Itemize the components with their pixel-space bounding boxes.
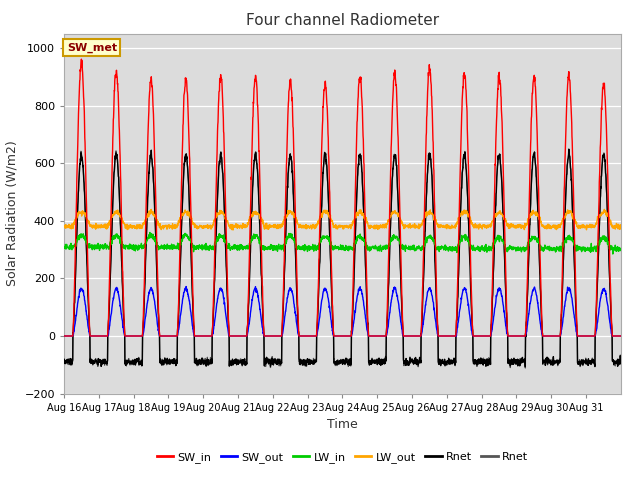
SW_out (236, 333, 244, 339)
Line: SW_out: SW_out (64, 287, 621, 336)
SW_out (376, 333, 384, 339)
Rnet (510, 356, 518, 361)
SW_in (236, 333, 244, 339)
Rnet (542, 357, 550, 363)
Rnet (522, 364, 529, 370)
Rnet (565, 147, 573, 153)
SW_out (116, 298, 124, 303)
Rnet (236, 358, 244, 364)
Line: LW_out: LW_out (64, 209, 621, 230)
Text: SW_met: SW_met (67, 43, 117, 53)
SW_in (510, 333, 518, 339)
Legend: SW_in, SW_out, LW_in, LW_out, Rnet, Rnet: SW_in, SW_out, LW_in, LW_out, Rnet, Rnet (152, 447, 532, 467)
LW_in (146, 229, 154, 235)
Title: Four channel Radiometer: Four channel Radiometer (246, 13, 439, 28)
LW_out (236, 224, 244, 229)
Rnet (60, 358, 68, 364)
Rnet (522, 365, 529, 371)
LW_out (60, 223, 68, 228)
Rnet (617, 358, 625, 363)
Rnet (236, 360, 244, 366)
SW_in (60, 333, 68, 339)
X-axis label: Time: Time (327, 418, 358, 431)
SW_out (60, 333, 68, 339)
LW_out (617, 225, 625, 231)
Rnet (617, 356, 625, 362)
Line: Rnet: Rnet (64, 149, 621, 367)
Rnet (376, 361, 383, 367)
Rnet (565, 146, 573, 152)
SW_out (617, 333, 625, 339)
SW_out (182, 284, 190, 289)
LW_out (609, 224, 617, 230)
SW_in (609, 333, 617, 339)
LW_out (600, 206, 608, 212)
LW_in (609, 248, 617, 253)
LW_in (116, 234, 124, 240)
Rnet (542, 358, 550, 363)
Rnet (510, 355, 518, 361)
SW_in (376, 333, 384, 339)
SW_out (510, 333, 518, 339)
LW_in (542, 243, 550, 249)
SW_in (116, 146, 124, 152)
SW_in (77, 56, 85, 62)
Rnet (376, 361, 383, 367)
Rnet (116, 199, 124, 204)
LW_out (542, 223, 550, 229)
Rnet (609, 358, 617, 364)
SW_in (542, 333, 550, 339)
LW_in (60, 244, 68, 250)
LW_in (617, 247, 625, 253)
LW_in (236, 245, 244, 251)
Y-axis label: Solar Radiation (W/m2): Solar Radiation (W/m2) (6, 141, 19, 287)
LW_out (116, 212, 124, 217)
LW_out (229, 227, 237, 233)
Line: LW_in: LW_in (64, 232, 621, 254)
LW_in (510, 246, 518, 252)
SW_out (542, 333, 550, 339)
Rnet (60, 359, 68, 365)
SW_out (609, 333, 617, 339)
Rnet (609, 359, 617, 365)
LW_out (510, 225, 518, 230)
Line: Rnet: Rnet (64, 150, 621, 368)
LW_in (376, 245, 384, 251)
SW_in (617, 333, 625, 339)
LW_in (609, 251, 617, 257)
LW_out (376, 224, 384, 230)
Rnet (116, 198, 124, 204)
Line: SW_in: SW_in (64, 59, 621, 336)
